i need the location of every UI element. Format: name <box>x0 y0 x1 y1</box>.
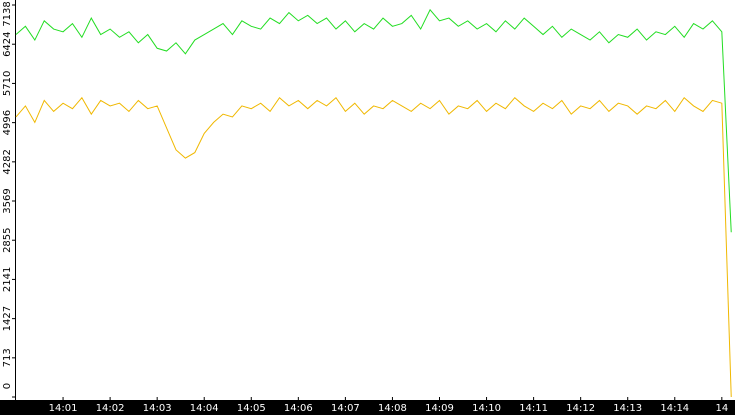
x-tick-label: 14:12 <box>566 403 595 414</box>
x-tick-label: 14 <box>715 403 728 414</box>
y-tick-label: 0 <box>2 383 13 389</box>
series-line <box>15 8 732 233</box>
x-tick-label: 14:08 <box>378 403 407 414</box>
y-tick-label: 5710 <box>2 71 13 96</box>
x-tick-label: 14:01 <box>49 403 78 414</box>
series-line <box>15 96 732 398</box>
y-tick-label: 4996 <box>2 110 13 135</box>
x-tick-label: 14:02 <box>96 403 125 414</box>
x-tick-label: 14:03 <box>143 403 172 414</box>
y-tick-label: 4282 <box>2 149 13 174</box>
x-tick-label: 14:14 <box>660 403 689 414</box>
x-axis-strip <box>0 400 735 415</box>
x-tick-label: 14:09 <box>425 403 454 414</box>
x-tick-label: 14:05 <box>237 403 266 414</box>
x-tick-label: 14:11 <box>519 403 548 414</box>
y-tick-label: 6424 <box>2 31 13 56</box>
y-tick-label: 1427 <box>2 306 13 331</box>
y-tick-label: 713 <box>2 348 13 367</box>
x-tick-label: 14:07 <box>331 403 360 414</box>
y-tick-label: 2855 <box>2 227 13 252</box>
y-tick-label: 3569 <box>2 188 13 213</box>
x-tick-label: 14:10 <box>472 403 501 414</box>
x-tick-label: 14:04 <box>190 403 219 414</box>
x-tick-label: 14:13 <box>613 403 642 414</box>
y-tick-label: 2141 <box>2 267 13 292</box>
y-tick-label: 7138 <box>2 1 13 26</box>
x-tick-label: 14:06 <box>284 403 313 414</box>
